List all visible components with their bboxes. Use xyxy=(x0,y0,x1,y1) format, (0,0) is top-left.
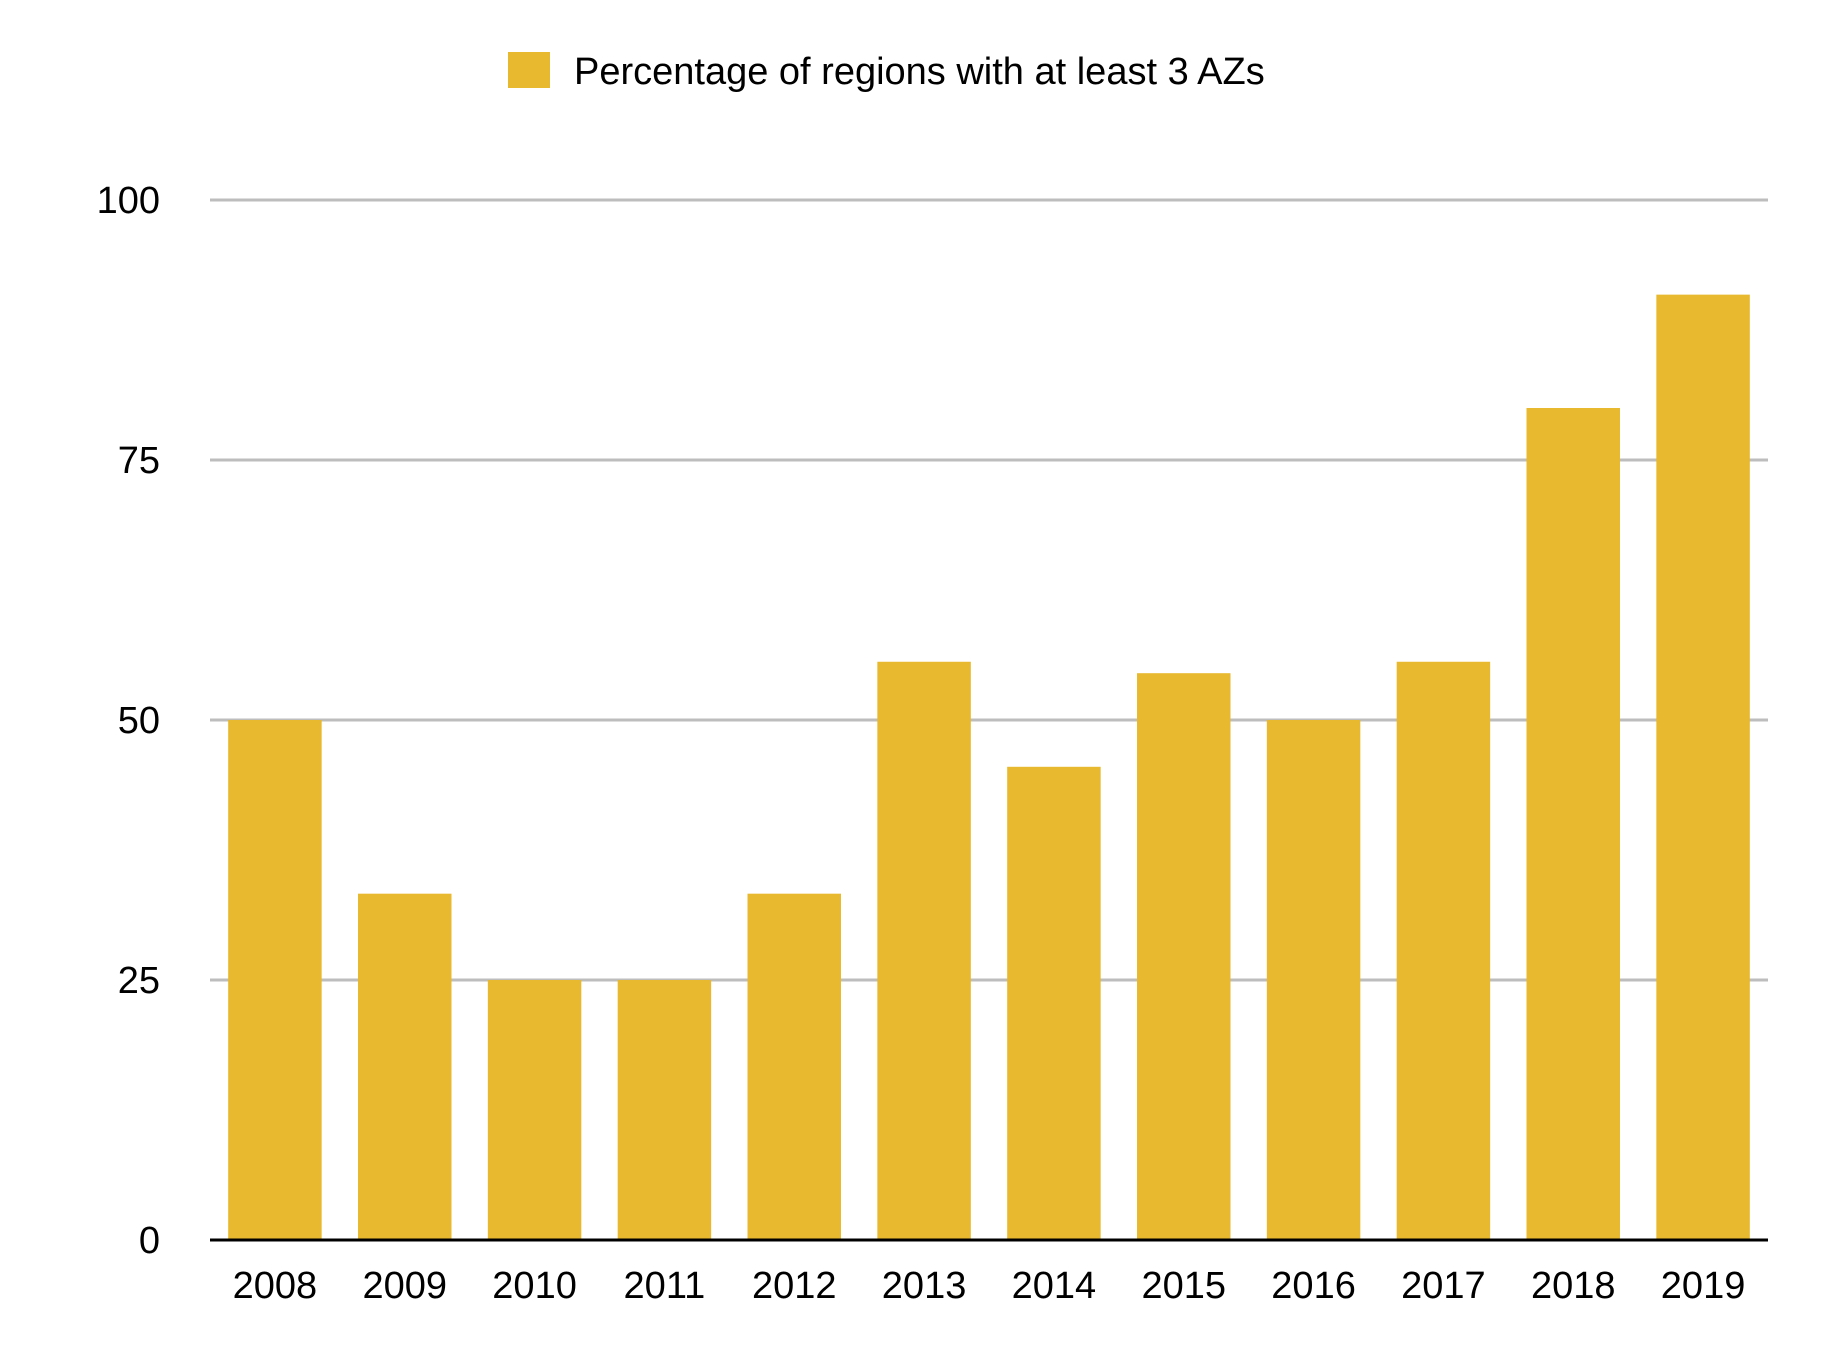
bar-2018 xyxy=(1526,408,1620,1240)
y-tick-label: 75 xyxy=(118,440,160,482)
bar-2019 xyxy=(1656,294,1750,1240)
x-axis-ticks: 2008 2009 2010 2011 2012 2013 2014 2015 2016 2017… xyxy=(233,1265,1746,1307)
x-tick-label: 2010 xyxy=(492,1265,577,1307)
y-tick-label: 100 xyxy=(97,180,160,222)
x-tick-label: 2017 xyxy=(1401,1265,1486,1307)
x-tick-label: 2012 xyxy=(752,1265,837,1307)
x-tick-label: 2019 xyxy=(1661,1265,1746,1307)
bar-2017 xyxy=(1396,661,1491,1240)
x-tick-label: 2009 xyxy=(362,1265,447,1307)
bar-2011 xyxy=(617,980,712,1240)
legend: Percentage of regions with at least 3 AZ… xyxy=(508,51,1265,93)
bar-2013 xyxy=(877,661,971,1240)
y-tick-label: 25 xyxy=(118,960,160,1002)
bar-2016 xyxy=(1266,720,1361,1240)
x-tick-label: 2018 xyxy=(1531,1265,1616,1307)
x-tick-label: 2013 xyxy=(882,1265,967,1307)
bar-2008 xyxy=(228,720,322,1240)
gridlines xyxy=(210,198,1768,982)
bar-2012 xyxy=(747,893,841,1240)
y-tick-label: 50 xyxy=(118,700,160,742)
x-tick-label: 2008 xyxy=(233,1265,318,1307)
bar-2010 xyxy=(487,980,582,1240)
y-axis-ticks: 0 25 50 75 100 xyxy=(97,180,160,1262)
bar-2015 xyxy=(1137,673,1231,1240)
bar-2014 xyxy=(1007,766,1101,1240)
x-tick-label: 2015 xyxy=(1141,1265,1226,1307)
x-tick-label: 2011 xyxy=(624,1265,706,1307)
x-tick-label: 2014 xyxy=(1012,1265,1097,1307)
y-tick-label: 0 xyxy=(139,1220,160,1262)
x-tick-label: 2016 xyxy=(1271,1265,1356,1307)
legend-swatch xyxy=(508,52,550,88)
legend-label: Percentage of regions with at least 3 AZ… xyxy=(574,51,1265,93)
bars xyxy=(228,294,1750,1240)
bar-2009 xyxy=(358,893,452,1240)
